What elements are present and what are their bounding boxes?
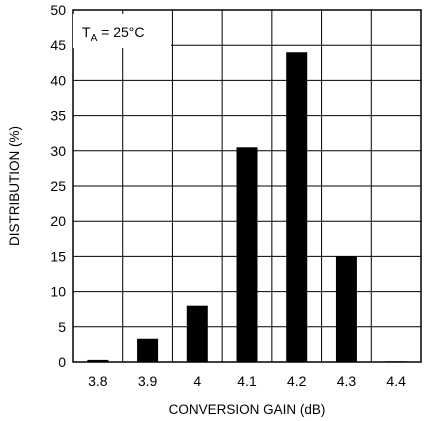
bar-4.1 [236,147,258,362]
bar-3.8 [87,359,109,362]
y-tick-label-3: 15 [50,248,66,264]
y-tick-label-7: 35 [50,108,66,124]
x-tick-label-3: 4.1 [237,373,257,389]
annotation-prefix: T [82,24,91,40]
x-axis-label: CONVERSION GAIN (dB) [169,402,326,417]
x-tick-label-1: 3.9 [138,373,158,389]
y-tick-label-1: 5 [58,319,66,335]
x-tick-label-2: 4 [193,373,201,389]
y-tick-label-9: 45 [50,37,66,53]
y-tick-label-8: 40 [50,72,66,88]
y-tick-label-4: 20 [50,213,66,229]
x-tick-label-6: 4.4 [386,373,406,389]
bar-4 [186,305,208,362]
y-tick-label-2: 10 [50,284,66,300]
y-tick-label-0: 0 [58,354,66,370]
bar-3.9 [137,338,159,362]
y-tick-label-5: 25 [50,178,66,194]
x-tick-label-5: 4.3 [337,373,357,389]
bar-4.3 [335,256,357,362]
y-tick-label-10: 50 [50,2,66,18]
annotation-suffix: = 25°C [97,24,144,40]
x-tick-label-0: 3.8 [88,373,108,389]
temperature-annotation: TA = 25°C [82,24,144,44]
annotation-subscript: A [91,33,98,44]
bars [87,52,407,363]
plot-frame [72,9,422,363]
annotation-box [73,14,171,48]
y-tick-label-6: 30 [50,143,66,159]
y-tick-labels: 0 5 10 15 20 25 30 35 40 45 50 [50,2,66,370]
y-axis-label: DISTRIBUTION (%) [7,126,22,246]
x-tick-labels: 3.8 3.9 4 4.1 4.2 4.3 4.4 [88,373,406,389]
bar-4.2 [286,52,308,363]
x-tick-label-4: 4.2 [287,373,307,389]
